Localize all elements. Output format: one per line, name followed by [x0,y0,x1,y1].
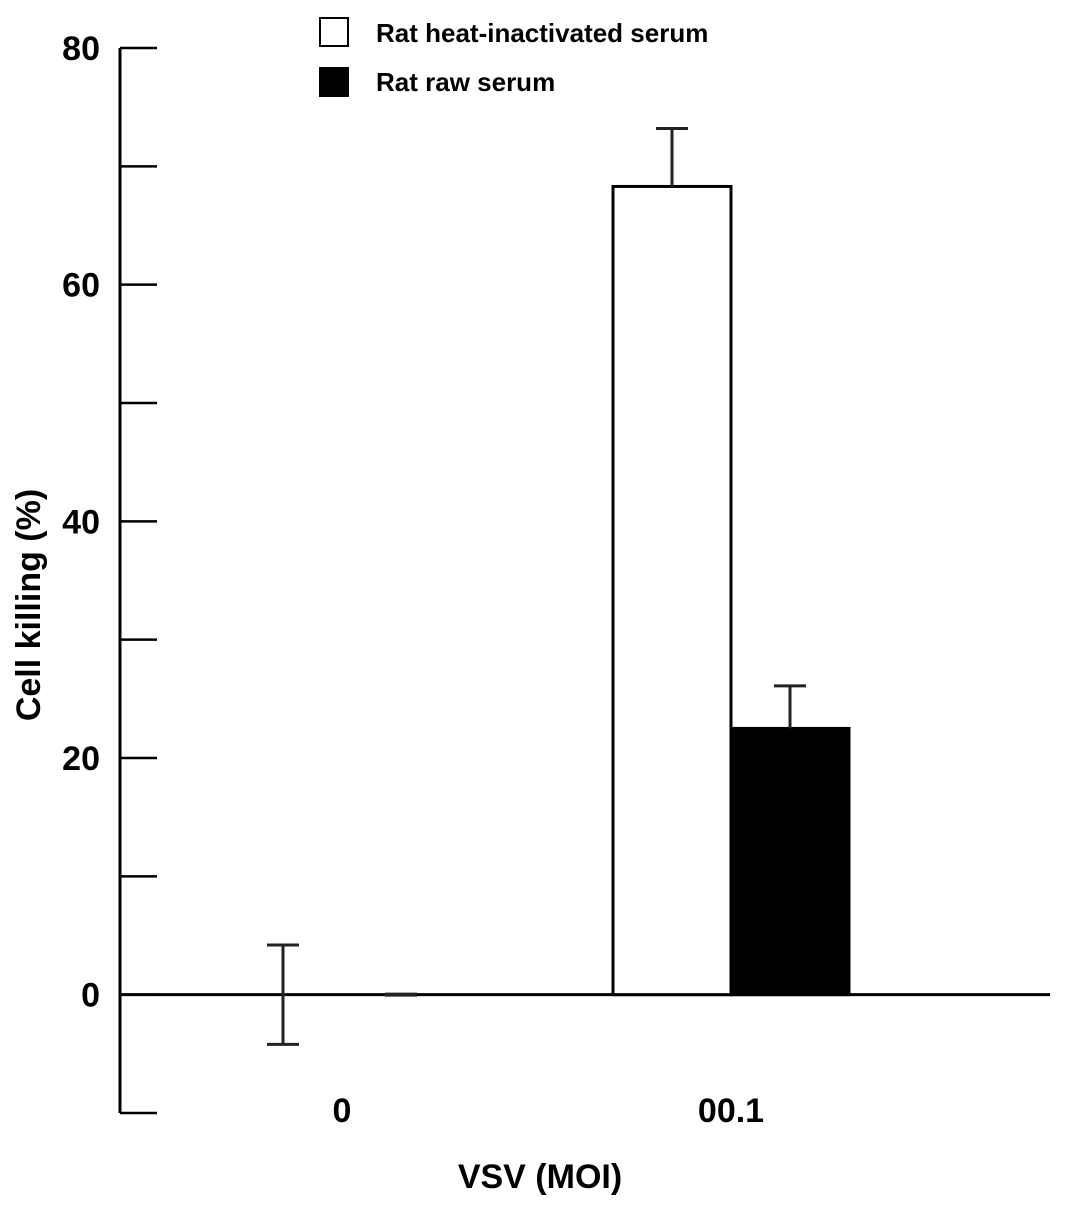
y-tick-label: 80 [62,30,100,68]
y-axis-title: Cell killing (%) [10,489,48,721]
legend-label-heat-inactivated: Rat heat-inactivated serum [376,18,708,48]
x-tick-label: 00.1 [698,1092,764,1130]
legend-label-raw: Rat raw serum [376,67,555,97]
x-axis-title: VSV (MOI) [458,1158,622,1196]
error-bars [267,126,806,1046]
y-tick-label: 0 [81,977,100,1015]
axes [118,48,1050,1113]
bars [611,184,851,997]
x-tick-label: 0 [333,1092,352,1130]
y-tick-label: 60 [62,267,100,305]
legend: Rat heat-inactivated serum Rat raw serum [319,17,708,97]
y-tick-label: 20 [62,740,100,778]
y-ticks: 0 20 40 60 80 [62,30,157,1115]
legend-swatch-heat-inactivated [319,17,349,47]
bar-raw-1 [729,726,851,997]
x-tick-labels: 0 00.1 [333,1092,765,1130]
y-tick-label: 40 [62,503,100,541]
bar-heat-inactivated-1 [611,184,733,997]
legend-swatch-raw [319,67,349,97]
